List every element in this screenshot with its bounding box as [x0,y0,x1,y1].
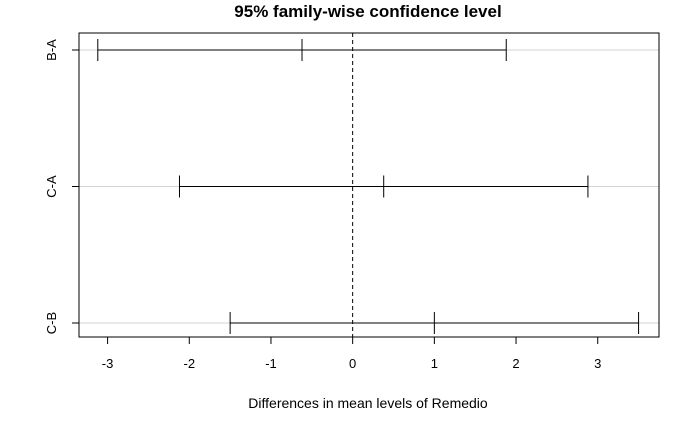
interval-C-A [178,175,589,198]
x-tick-label: 1 [431,356,438,371]
y-axis: B-A C-A C-B [44,39,79,334]
x-tick-label: 2 [512,356,519,371]
x-tick-label: -2 [184,356,196,371]
chart-title: 95% family-wise confidence level [234,2,501,21]
confidence-intervals [97,39,640,334]
interval-B-A [97,39,507,61]
y-tick-label: C-A [44,175,59,198]
x-tick-label: 3 [594,356,601,371]
plot-frame [78,32,660,338]
x-axis: -3 -2 -1 0 1 2 3 [102,337,601,371]
y-tick-label: C-B [44,312,59,334]
x-tick-label: -1 [265,356,277,371]
x-tick-label: 0 [349,356,356,371]
interval-C-B [229,312,640,334]
y-tick-label: B-A [44,39,59,61]
x-axis-label: Differences in mean levels of Remedio [248,395,488,411]
x-tick-label: -3 [102,356,114,371]
